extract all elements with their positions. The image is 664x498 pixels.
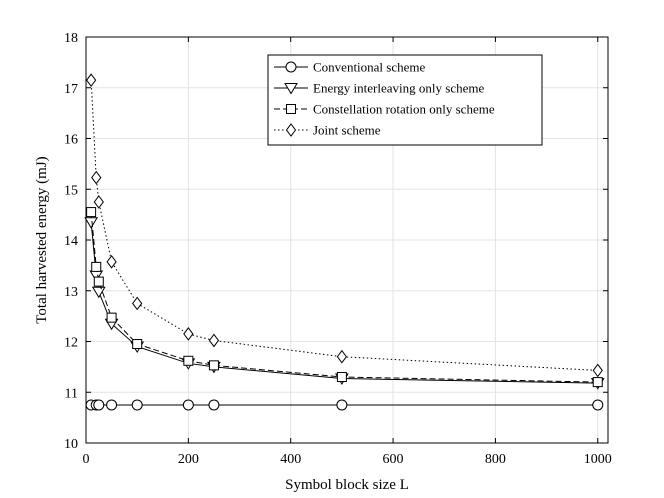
data-point-diamond [85, 73, 97, 87]
y-axis-label: Total harvested energy (mJ) [34, 156, 50, 323]
legend-marker-diamond [285, 123, 297, 137]
data-point-square [208, 360, 219, 371]
data-point-square [106, 312, 117, 323]
legend-entry-label: Conventional scheme [313, 60, 426, 75]
data-point-diamond [183, 327, 194, 341]
data-point-square [91, 261, 102, 272]
axes: 0 200 400 600 800 1000 10 11 12 13 14 15 16 17 18 [64, 31, 612, 467]
legend-entry-label: Constellation rotation only scheme [313, 102, 495, 117]
data-point-square [132, 339, 143, 350]
x-tick-label: 1000 [584, 452, 612, 467]
data-point-diamond [336, 349, 348, 364]
legend: Conventional scheme Energy interleaving o… [267, 54, 543, 146]
data-point-square [592, 377, 603, 388]
data-point-diamond [93, 195, 104, 209]
data-point-circle [93, 399, 105, 411]
data-point-circle [182, 399, 194, 411]
series-diamond [85, 73, 603, 378]
y-tick-label: 18 [64, 31, 78, 46]
y-tick-label: 10 [64, 437, 78, 452]
y-tick-label: 15 [64, 183, 78, 198]
data-point-square [86, 207, 97, 218]
x-tick-label: 200 [178, 452, 199, 467]
series-group [84, 73, 605, 411]
data-point-square [336, 372, 347, 383]
data-point-circle [106, 399, 118, 411]
data-point-square [93, 276, 104, 287]
legend-entry-label: Joint scheme [313, 123, 381, 138]
data-point-square [183, 355, 194, 366]
x-axis-label: Symbol block size L [285, 477, 409, 493]
data-point-diamond [91, 170, 102, 185]
y-tick-label: 11 [65, 386, 78, 401]
series-square [86, 207, 603, 388]
data-point-diamond [106, 254, 117, 269]
legend-box [267, 54, 543, 146]
legend-marker-circle [285, 61, 297, 73]
y-tick-label: 13 [64, 285, 78, 300]
y-tick-label: 12 [64, 336, 78, 351]
legend-entry-label: Energy interleaving only scheme [313, 81, 484, 96]
data-point-circle [208, 399, 220, 411]
data-point-triangle-down [84, 217, 99, 229]
y-tick-label: 14 [64, 234, 78, 249]
y-tick-label: 17 [64, 82, 78, 97]
x-tick-label: 400 [280, 452, 301, 467]
data-point-triangle-down [91, 286, 106, 299]
x-tick-label: 600 [383, 452, 404, 467]
data-point-circle [131, 399, 143, 411]
legend-marker-triangle-down [284, 83, 298, 95]
data-point-circle [336, 399, 348, 411]
data-point-diamond [208, 333, 220, 348]
x-tick-label: 800 [485, 452, 506, 467]
y-tick-label: 16 [64, 133, 78, 148]
series-triangle-down [84, 217, 605, 390]
data-point-circle [592, 399, 604, 411]
data-point-diamond [132, 296, 143, 311]
data-point-diamond [592, 363, 603, 378]
x-tick-label: 0 [83, 452, 90, 467]
series-circle [85, 399, 604, 411]
legend-marker-square [286, 104, 296, 114]
